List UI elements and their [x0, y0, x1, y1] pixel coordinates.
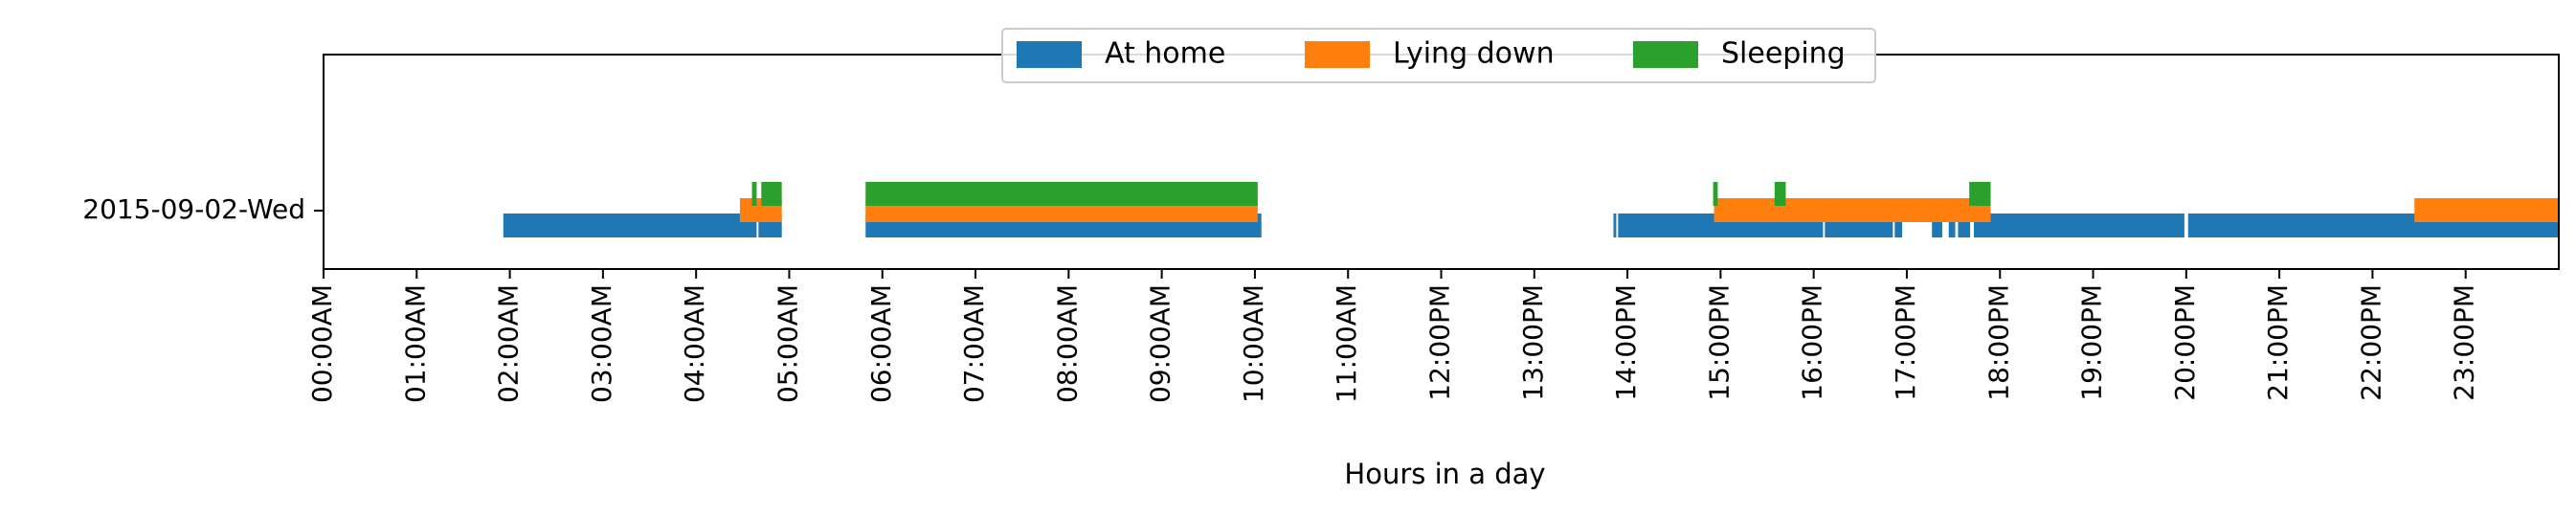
x-tick-label: 21:00PM	[2262, 284, 2294, 401]
x-tick-label: 03:00AM	[586, 284, 617, 403]
x-tick-label: 10:00AM	[1238, 284, 1269, 403]
x-tick-label: 18:00PM	[1982, 284, 2014, 401]
bar-segment	[1774, 182, 1786, 206]
legend-label: At home	[1105, 37, 1225, 71]
x-tick-label: 07:00AM	[958, 284, 990, 403]
bar-segment	[2414, 198, 2559, 222]
bar-segment	[1713, 182, 1718, 206]
x-tick-label: 14:00PM	[1610, 284, 1642, 401]
x-tick-label: 19:00PM	[2076, 284, 2108, 401]
x-tick-label: 02:00AM	[493, 284, 525, 403]
bar-segment	[1932, 214, 1942, 237]
x-tick-label: 17:00PM	[1890, 284, 1921, 401]
bar-segment	[751, 182, 757, 206]
legend-swatch	[1017, 41, 1082, 68]
x-tick-label: 22:00PM	[2355, 284, 2386, 401]
x-tick-label: 05:00AM	[772, 284, 803, 403]
legend-swatch	[1633, 41, 1698, 68]
legend: At home Lying down Sleeping	[1001, 28, 1876, 83]
legend-label: Sleeping	[1721, 37, 1846, 71]
bar-segment	[865, 182, 1258, 206]
x-tick-label: 13:00PM	[1517, 284, 1549, 401]
bar-segment	[503, 214, 757, 237]
x-tick-label: 12:00PM	[1424, 284, 1456, 401]
bar-segment	[1948, 214, 1956, 237]
x-tick-label: 16:00PM	[1797, 284, 1828, 401]
x-tick-label: 20:00PM	[2169, 284, 2201, 401]
x-tick-label: 23:00PM	[2449, 284, 2480, 401]
bar-segment	[1894, 214, 1903, 237]
y-tick-label: 2015-09-02-Wed	[82, 193, 305, 225]
x-tick-label: 11:00AM	[1331, 284, 1362, 403]
x-tick-label: 04:00AM	[679, 284, 710, 403]
x-axis-label: Hours in a day	[1344, 458, 1545, 490]
x-tick-label: 08:00AM	[1051, 284, 1083, 403]
x-tick-label: 06:00AM	[865, 284, 897, 403]
x-tick-label: 09:00AM	[1145, 284, 1176, 403]
series-sleeping	[751, 182, 1991, 206]
bar-segment	[761, 182, 782, 206]
x-tick-label: 01:00AM	[399, 284, 431, 403]
bar-segment	[1613, 214, 1617, 237]
y-axis: 2015-09-02-Wed	[82, 193, 324, 225]
x-axis: 00:00AM 01:00AM 02:00AM 03:00AM 04:00AM 05:00…	[306, 269, 2480, 403]
x-tick-label: 00:00AM	[306, 284, 338, 403]
legend-swatch	[1305, 41, 1370, 68]
x-tick-label: 15:00PM	[1703, 284, 1735, 401]
bar-segment	[1969, 182, 1991, 206]
bar-segment	[1714, 198, 1991, 222]
bars-group	[503, 182, 2559, 237]
series-at-home	[503, 214, 2559, 237]
legend-label: Lying down	[1393, 37, 1555, 71]
bar-segment	[1974, 214, 2184, 237]
